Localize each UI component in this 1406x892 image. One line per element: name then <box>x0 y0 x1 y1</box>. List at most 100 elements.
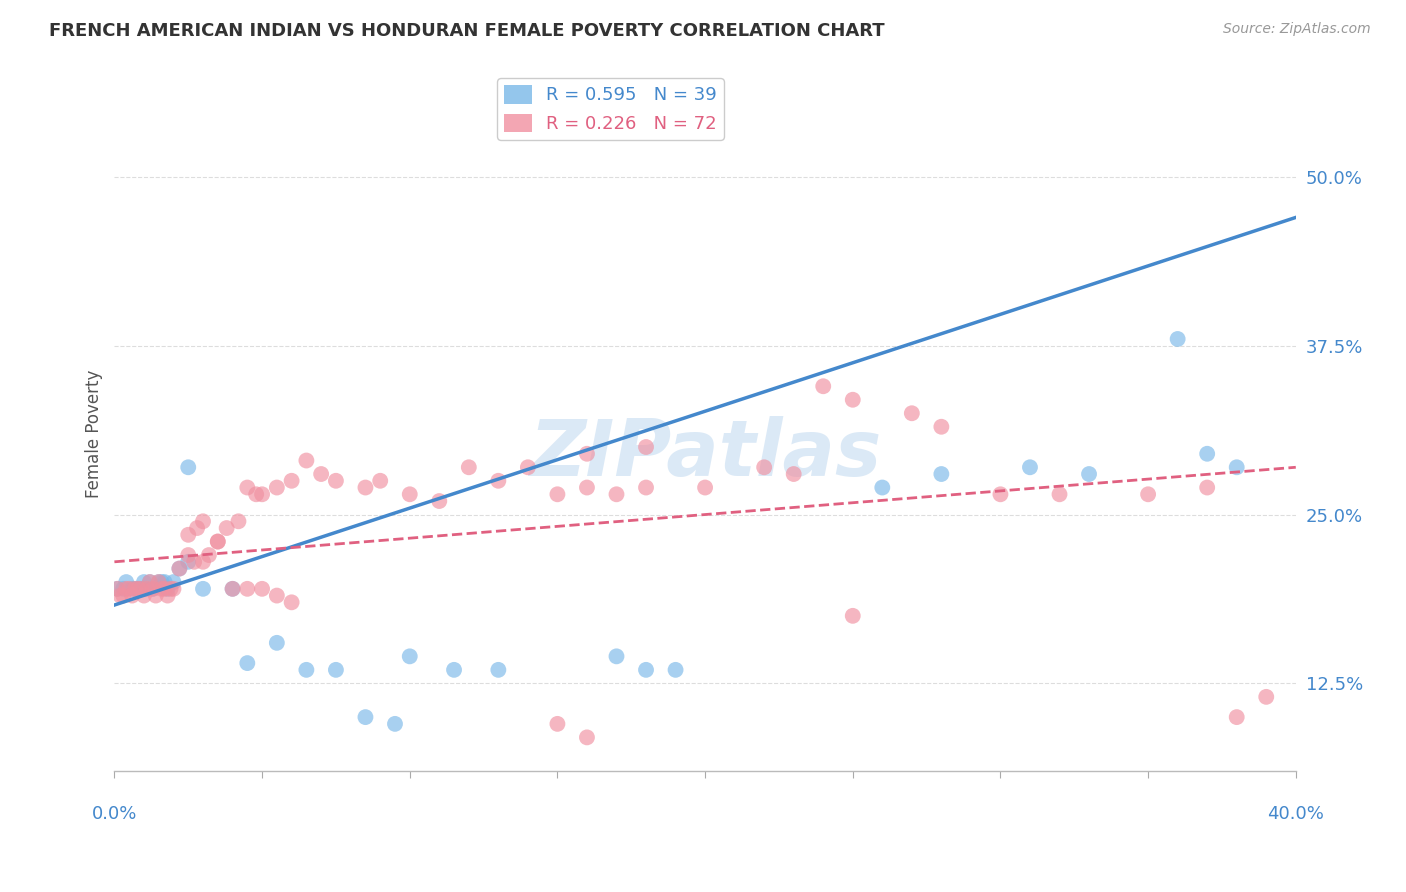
Point <box>1226 710 1249 724</box>
Point <box>162 575 184 590</box>
Point <box>215 521 238 535</box>
Point <box>754 460 776 475</box>
Point <box>169 561 191 575</box>
Point <box>112 589 135 603</box>
Point <box>634 481 657 495</box>
Point <box>105 582 128 596</box>
Point <box>266 481 288 495</box>
Point <box>1137 487 1160 501</box>
Point <box>1256 690 1278 704</box>
Point <box>1197 481 1219 495</box>
Point <box>398 649 420 664</box>
Point <box>124 582 146 596</box>
Point <box>153 575 176 590</box>
Point <box>162 582 184 596</box>
Point <box>186 521 208 535</box>
Point <box>121 589 143 603</box>
Point <box>236 481 259 495</box>
Point <box>634 663 657 677</box>
Point <box>153 582 176 596</box>
Point <box>516 460 538 475</box>
Point <box>183 555 205 569</box>
Point <box>575 731 598 745</box>
Point <box>1167 332 1189 346</box>
Point <box>872 481 894 495</box>
Point <box>142 582 165 596</box>
Point <box>250 487 273 501</box>
Point <box>198 548 221 562</box>
Point <box>384 717 406 731</box>
Point <box>207 534 229 549</box>
Point <box>354 481 377 495</box>
Text: FRENCH AMERICAN INDIAN VS HONDURAN FEMALE POVERTY CORRELATION CHART: FRENCH AMERICAN INDIAN VS HONDURAN FEMAL… <box>49 22 884 40</box>
Point <box>148 575 170 590</box>
Point <box>124 582 146 596</box>
Point <box>266 589 288 603</box>
Point <box>132 589 155 603</box>
Point <box>990 487 1012 501</box>
Point <box>177 528 200 542</box>
Point <box>457 460 479 475</box>
Text: Source: ZipAtlas.com: Source: ZipAtlas.com <box>1223 22 1371 37</box>
Point <box>813 379 835 393</box>
Point <box>115 575 138 590</box>
Point <box>1049 487 1071 501</box>
Point <box>177 460 200 475</box>
Point <box>931 467 953 481</box>
Point <box>266 636 288 650</box>
Point <box>221 582 243 596</box>
Point <box>368 474 391 488</box>
Point <box>693 481 716 495</box>
Point <box>1078 467 1101 481</box>
Point <box>191 555 214 569</box>
Point <box>931 419 953 434</box>
Point <box>295 453 318 467</box>
Point <box>842 392 865 407</box>
Legend: R = 0.595   N = 39, R = 0.226   N = 72: R = 0.595 N = 39, R = 0.226 N = 72 <box>498 78 724 140</box>
Point <box>245 487 267 501</box>
Point <box>139 575 162 590</box>
Point <box>664 663 686 677</box>
Point <box>842 608 865 623</box>
Point <box>546 717 568 731</box>
Point <box>486 663 509 677</box>
Point <box>221 582 243 596</box>
Point <box>156 582 179 596</box>
Point <box>325 663 347 677</box>
Point <box>325 474 347 488</box>
Point <box>118 582 141 596</box>
Point <box>115 582 138 596</box>
Point <box>634 440 657 454</box>
Point <box>228 514 250 528</box>
Point <box>250 582 273 596</box>
Point <box>309 467 332 481</box>
Point <box>295 663 318 677</box>
Point <box>177 548 200 562</box>
Point <box>354 710 377 724</box>
Point <box>236 656 259 670</box>
Point <box>207 534 229 549</box>
Point <box>132 575 155 590</box>
Point <box>112 582 135 596</box>
Point <box>159 582 181 596</box>
Point <box>1197 447 1219 461</box>
Point <box>901 406 924 420</box>
Point <box>121 582 143 596</box>
Point <box>236 582 259 596</box>
Point <box>398 487 420 501</box>
Point <box>605 649 627 664</box>
Point <box>150 582 173 596</box>
Point <box>135 582 157 596</box>
Point <box>150 575 173 590</box>
Point <box>110 589 132 603</box>
Point <box>427 494 450 508</box>
Point <box>280 474 302 488</box>
Point <box>280 595 302 609</box>
Point <box>783 467 806 481</box>
Point <box>575 481 598 495</box>
Text: ZIPatlas: ZIPatlas <box>529 416 882 491</box>
Point <box>127 582 149 596</box>
Point <box>169 561 191 575</box>
Point <box>191 514 214 528</box>
Point <box>1019 460 1042 475</box>
